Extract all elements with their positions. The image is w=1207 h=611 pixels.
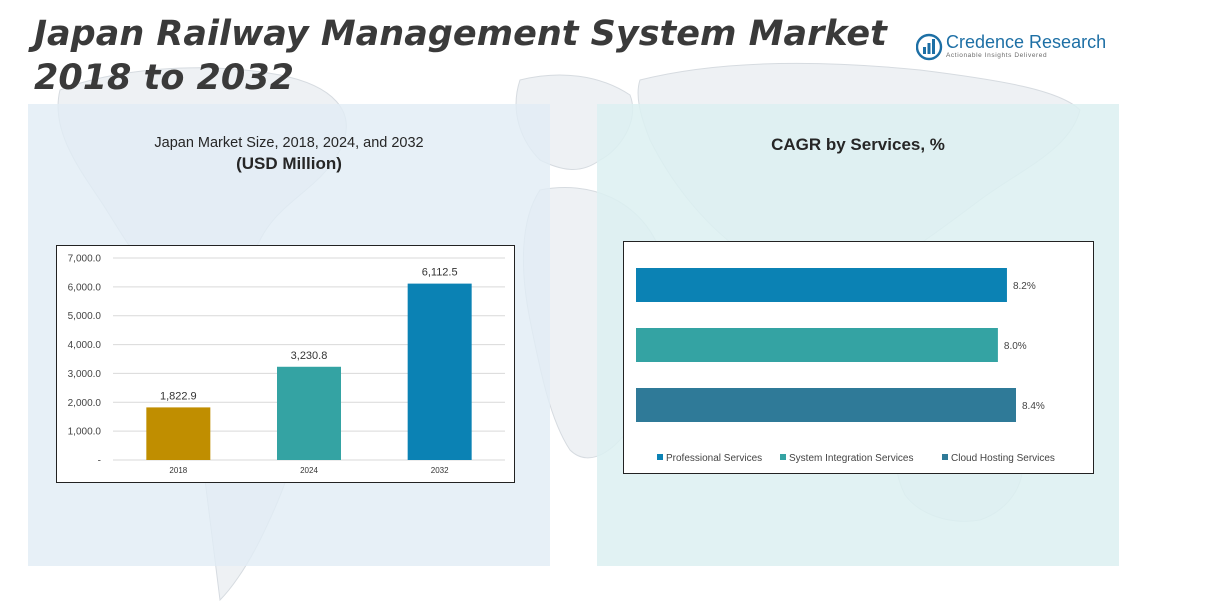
bar-2018 xyxy=(146,407,211,460)
y-tick-label: 1,000.0 xyxy=(68,427,102,438)
bar-value-label: 6,112.5 xyxy=(422,267,458,279)
logo-name: Credence Research xyxy=(946,32,1107,52)
y-tick-label: 4,000.0 xyxy=(68,340,102,351)
y-tick-label: 3,000.0 xyxy=(68,369,102,380)
legend-label: Cloud Hosting Services xyxy=(951,453,1055,464)
cagr-bar-chart: 8.2% 8.0% 8.4% Professional Services System … xyxy=(636,268,1055,464)
y-tick-label: 7,000.0 xyxy=(68,254,102,265)
legend-swatch xyxy=(657,454,663,460)
y-tick-label: 5,000.0 xyxy=(68,311,102,322)
y-tick-label: - xyxy=(98,456,101,467)
market-size-subtitle: (USD Million) xyxy=(236,154,342,173)
bar-2032 xyxy=(407,283,472,460)
legend-label: System Integration Services xyxy=(789,453,914,464)
market-size-chart-title: Japan Market Size, 2018, 2024, and 2032 … xyxy=(28,133,550,175)
page-title: Japan Railway Management System Market 2… xyxy=(34,14,887,98)
logo-icon xyxy=(916,33,943,61)
bar-value-label: 3,230.8 xyxy=(291,350,328,362)
bar-value-label: 8.0% xyxy=(1004,341,1027,352)
legend-label: Professional Services xyxy=(666,453,762,464)
x-tick-label: 2024 xyxy=(300,466,318,475)
bar-cloud-hosting-services xyxy=(636,388,1016,422)
market-size-title: Japan Market Size, 2018, 2024, and 2032 xyxy=(154,135,424,151)
logo-tagline: Actionable Insights Delivered xyxy=(946,52,1048,59)
y-tick-label: 6,000.0 xyxy=(68,282,102,293)
bar-value-label: 8.4% xyxy=(1022,401,1045,412)
legend-swatch xyxy=(780,454,786,460)
cagr-chart-title: CAGR by Services, % xyxy=(771,135,945,154)
bar-professional-services xyxy=(636,268,1007,302)
bar-2024 xyxy=(277,366,341,460)
bar-value-label: 1,822.9 xyxy=(160,390,197,402)
legend-swatch xyxy=(942,454,948,460)
market-size-chart: - 1,000.0 2,000.0 3,000.0 4,000.0 5,000.0 6,00… xyxy=(56,245,515,483)
cagr-chart: 8.2% 8.0% 8.4% Professional Services System … xyxy=(623,241,1094,474)
market-size-bar-chart: - 1,000.0 2,000.0 3,000.0 4,000.0 5,000.0 6,00… xyxy=(68,254,505,475)
bar-system-integration-services xyxy=(636,328,998,362)
bar-value-label: 8.2% xyxy=(1013,281,1036,292)
x-tick-label: 2032 xyxy=(431,466,449,475)
credence-research-logo: Credence Research Actionable Insights De… xyxy=(916,30,1116,64)
x-tick-label: 2018 xyxy=(169,466,187,475)
y-tick-label: 2,000.0 xyxy=(68,398,102,409)
